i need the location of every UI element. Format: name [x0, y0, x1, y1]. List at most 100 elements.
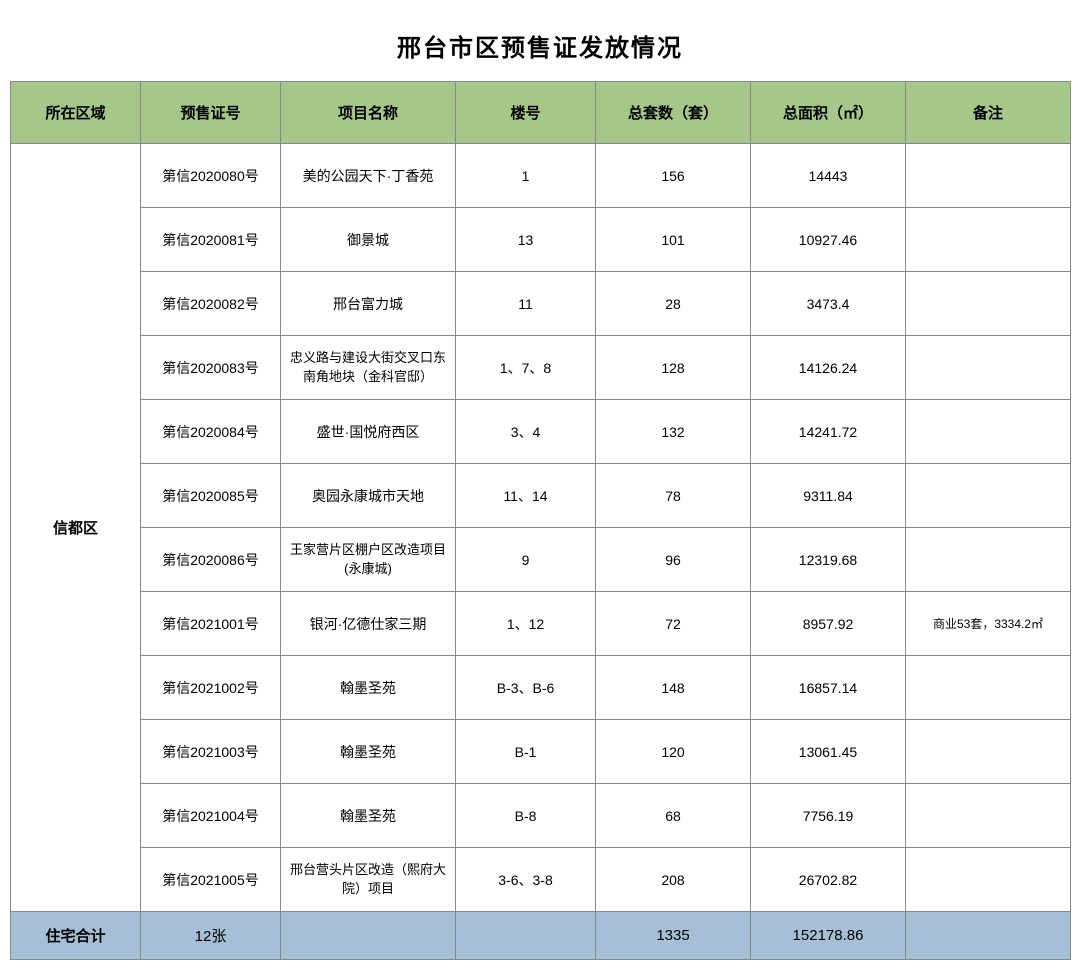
cell-cert_no: 第信2021001号	[141, 592, 281, 656]
cell-area: 8957.92	[751, 592, 906, 656]
cell-remark: 商业53套，3334.2㎡	[906, 592, 1071, 656]
cell-area: 14241.72	[751, 400, 906, 464]
page-title: 邢台市区预售证发放情况	[10, 10, 1070, 81]
table-row: 第信2020083号忠义路与建设大街交叉口东南角地块（金科官邸）1、7、8128…	[11, 336, 1071, 400]
summary-label: 住宅合计	[11, 912, 141, 960]
cell-cert_no: 第信2020081号	[141, 208, 281, 272]
cell-building: 9	[456, 528, 596, 592]
cell-building: 13	[456, 208, 596, 272]
col-header-project: 项目名称	[281, 82, 456, 144]
cell-area: 14443	[751, 144, 906, 208]
cell-units: 148	[596, 656, 751, 720]
cell-area: 7756.19	[751, 784, 906, 848]
cell-remark	[906, 656, 1071, 720]
table-row: 第信2021003号翰墨圣苑B-112013061.45	[11, 720, 1071, 784]
cell-cert_no: 第信2020080号	[141, 144, 281, 208]
summary-row: 住宅合计 12张 1335 152178.86	[11, 912, 1071, 960]
table-row: 信都区第信2020080号美的公园天下·丁香苑115614443	[11, 144, 1071, 208]
presale-table: 所在区域 预售证号 项目名称 楼号 总套数（套） 总面积（㎡） 备注 信都区第信…	[10, 81, 1071, 960]
cell-units: 101	[596, 208, 751, 272]
summary-units: 1335	[596, 912, 751, 960]
cell-units: 128	[596, 336, 751, 400]
cell-area: 10927.46	[751, 208, 906, 272]
header-row: 所在区域 预售证号 项目名称 楼号 总套数（套） 总面积（㎡） 备注	[11, 82, 1071, 144]
cell-cert_no: 第信2020083号	[141, 336, 281, 400]
cell-area: 3473.4	[751, 272, 906, 336]
cell-units: 72	[596, 592, 751, 656]
cell-units: 68	[596, 784, 751, 848]
table-row: 第信2020086号王家营片区棚户区改造项目(永康城)99612319.68	[11, 528, 1071, 592]
summary-certcount: 12张	[141, 912, 281, 960]
cell-building: 3-6、3-8	[456, 848, 596, 912]
cell-cert_no: 第信2020085号	[141, 464, 281, 528]
cell-project: 邢台营头片区改造（熙府大院）项目	[281, 848, 456, 912]
cell-cert_no: 第信2021004号	[141, 784, 281, 848]
col-header-certno: 预售证号	[141, 82, 281, 144]
col-header-area: 总面积（㎡）	[751, 82, 906, 144]
cell-units: 132	[596, 400, 751, 464]
cell-area: 13061.45	[751, 720, 906, 784]
cell-project: 御景城	[281, 208, 456, 272]
cell-remark	[906, 720, 1071, 784]
summary-project	[281, 912, 456, 960]
col-header-region: 所在区域	[11, 82, 141, 144]
cell-remark	[906, 144, 1071, 208]
cell-cert_no: 第信2021002号	[141, 656, 281, 720]
table-row: 第信2021004号翰墨圣苑B-8687756.19	[11, 784, 1071, 848]
table-container: 邢台市区预售证发放情况 所在区域 预售证号 项目名称 楼号 总套数（套） 总面积…	[10, 10, 1070, 960]
cell-building: B-8	[456, 784, 596, 848]
cell-units: 156	[596, 144, 751, 208]
col-header-units: 总套数（套）	[596, 82, 751, 144]
table-row: 第信2020081号御景城1310110927.46	[11, 208, 1071, 272]
cell-units: 28	[596, 272, 751, 336]
cell-remark	[906, 272, 1071, 336]
cell-area: 12319.68	[751, 528, 906, 592]
cell-project: 翰墨圣苑	[281, 784, 456, 848]
cell-building: 11	[456, 272, 596, 336]
cell-units: 208	[596, 848, 751, 912]
cell-remark	[906, 464, 1071, 528]
summary-remark	[906, 912, 1071, 960]
table-row: 第信2021005号邢台营头片区改造（熙府大院）项目3-6、3-82082670…	[11, 848, 1071, 912]
cell-cert_no: 第信2020082号	[141, 272, 281, 336]
cell-building: B-1	[456, 720, 596, 784]
cell-project: 王家营片区棚户区改造项目(永康城)	[281, 528, 456, 592]
cell-units: 96	[596, 528, 751, 592]
cell-building: 1、7、8	[456, 336, 596, 400]
table-row: 第信2021002号翰墨圣苑B-3、B-614816857.14	[11, 656, 1071, 720]
cell-units: 78	[596, 464, 751, 528]
table-row: 第信2020082号邢台富力城11283473.4	[11, 272, 1071, 336]
cell-cert_no: 第信2021003号	[141, 720, 281, 784]
cell-building: 1、12	[456, 592, 596, 656]
table-row: 第信2020084号盛世·国悦府西区3、413214241.72	[11, 400, 1071, 464]
region-cell: 信都区	[11, 144, 141, 912]
cell-remark	[906, 784, 1071, 848]
cell-area: 16857.14	[751, 656, 906, 720]
cell-area: 14126.24	[751, 336, 906, 400]
cell-remark	[906, 848, 1071, 912]
table-row: 第信2021001号银河·亿德仕家三期1、12728957.92商业53套，33…	[11, 592, 1071, 656]
cell-units: 120	[596, 720, 751, 784]
cell-cert_no: 第信2020084号	[141, 400, 281, 464]
cell-building: B-3、B-6	[456, 656, 596, 720]
cell-project: 邢台富力城	[281, 272, 456, 336]
cell-project: 美的公园天下·丁香苑	[281, 144, 456, 208]
col-header-remark: 备注	[906, 82, 1071, 144]
cell-project: 忠义路与建设大街交叉口东南角地块（金科官邸）	[281, 336, 456, 400]
cell-project: 翰墨圣苑	[281, 656, 456, 720]
summary-area: 152178.86	[751, 912, 906, 960]
cell-cert_no: 第信2021005号	[141, 848, 281, 912]
summary-building	[456, 912, 596, 960]
cell-project: 银河·亿德仕家三期	[281, 592, 456, 656]
table-row: 第信2020085号奥园永康城市天地11、14789311.84	[11, 464, 1071, 528]
cell-project: 奥园永康城市天地	[281, 464, 456, 528]
cell-project: 翰墨圣苑	[281, 720, 456, 784]
cell-remark	[906, 400, 1071, 464]
cell-building: 1	[456, 144, 596, 208]
cell-cert_no: 第信2020086号	[141, 528, 281, 592]
cell-building: 3、4	[456, 400, 596, 464]
cell-building: 11、14	[456, 464, 596, 528]
col-header-building: 楼号	[456, 82, 596, 144]
cell-remark	[906, 336, 1071, 400]
table-body: 信都区第信2020080号美的公园天下·丁香苑115614443第信202008…	[11, 144, 1071, 912]
